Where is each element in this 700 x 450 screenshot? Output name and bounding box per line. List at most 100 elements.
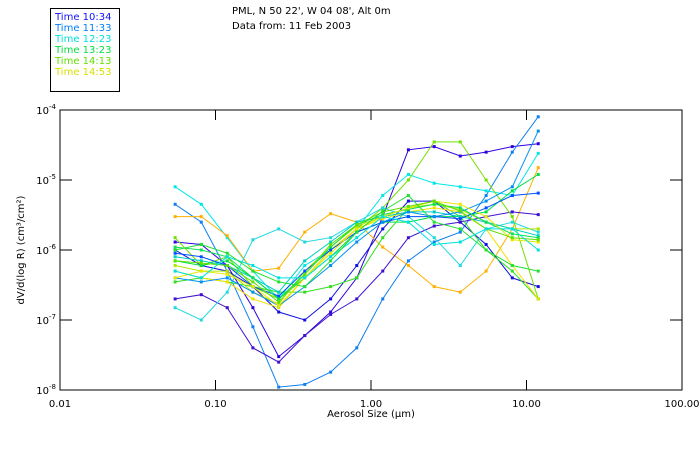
data-point <box>458 209 462 213</box>
data-point <box>432 199 436 203</box>
data-point <box>381 236 385 240</box>
data-point <box>225 290 229 294</box>
data-point <box>277 360 281 364</box>
legend-item: Time 13:23 <box>55 45 112 56</box>
data-point <box>432 145 436 149</box>
legend-item: Time 10:34 <box>55 12 112 23</box>
data-point <box>173 264 177 268</box>
data-point <box>329 212 333 216</box>
data-point <box>173 259 177 263</box>
data-point <box>355 264 359 268</box>
data-point <box>432 220 436 224</box>
data-point <box>355 220 359 224</box>
data-point <box>406 207 410 211</box>
data-point <box>484 215 488 219</box>
y-tick-label: 10-5 <box>36 173 56 187</box>
data-point <box>303 269 307 273</box>
x-tick-label: 1.00 <box>360 399 382 410</box>
data-point <box>458 230 462 234</box>
legend-item: Time 14:53 <box>55 67 112 78</box>
data-point <box>225 255 229 259</box>
data-point <box>406 259 410 263</box>
data-point <box>225 251 229 255</box>
data-point <box>536 230 540 234</box>
data-point <box>458 220 462 224</box>
data-point <box>536 236 540 240</box>
data-point <box>199 220 203 224</box>
data-point <box>536 191 540 195</box>
series-s18 <box>173 199 540 304</box>
legend-item: Time 11:33 <box>55 23 112 34</box>
data-point <box>484 199 488 203</box>
legend: Time 10:34 Time 11:33 Time 12:23 Time 13… <box>50 8 120 92</box>
data-point <box>173 202 177 206</box>
data-point <box>329 297 333 301</box>
data-point <box>329 248 333 252</box>
data-point <box>199 261 203 265</box>
data-point <box>225 259 229 263</box>
data-point <box>381 220 385 224</box>
data-point <box>536 129 540 133</box>
data-point <box>458 240 462 244</box>
data-point <box>329 310 333 314</box>
data-point <box>381 227 385 231</box>
data-point <box>199 202 203 206</box>
y-tick-label: 10-6 <box>36 243 56 257</box>
data-point <box>329 245 333 249</box>
data-point <box>303 272 307 276</box>
data-point <box>277 302 281 306</box>
data-point <box>251 238 255 242</box>
data-point <box>381 206 385 210</box>
data-point <box>355 276 359 280</box>
data-point <box>251 276 255 280</box>
data-point <box>277 290 281 294</box>
data-point <box>329 370 333 374</box>
data-point <box>225 306 229 310</box>
data-point <box>225 272 229 276</box>
data-point <box>303 230 307 234</box>
data-point <box>510 236 514 240</box>
data-point <box>406 215 410 219</box>
data-point <box>173 248 177 252</box>
data-point <box>484 269 488 273</box>
series-s20 <box>173 194 540 289</box>
series-line <box>175 130 539 307</box>
data-point <box>536 248 540 252</box>
data-point <box>510 264 514 268</box>
y-tick-label: 10-4 <box>36 103 56 117</box>
data-point <box>536 285 540 289</box>
data-point <box>251 306 255 310</box>
data-point <box>381 209 385 213</box>
data-point <box>173 280 177 284</box>
data-point <box>536 297 540 301</box>
data-point <box>251 290 255 294</box>
data-point <box>458 185 462 189</box>
data-point <box>406 264 410 268</box>
data-point <box>536 238 540 242</box>
data-point <box>303 290 307 294</box>
data-point <box>199 215 203 219</box>
data-point <box>355 297 359 301</box>
data-point <box>277 227 281 231</box>
data-point <box>329 259 333 263</box>
data-point <box>329 251 333 255</box>
data-point <box>303 334 307 338</box>
data-point <box>458 206 462 210</box>
data-point <box>510 194 514 198</box>
data-point <box>536 172 540 176</box>
data-point <box>173 306 177 310</box>
y-tick-label: 10-7 <box>36 313 56 327</box>
data-point <box>199 264 203 268</box>
data-point <box>355 240 359 244</box>
data-point <box>458 207 462 211</box>
data-point <box>510 145 514 149</box>
data-point <box>484 206 488 210</box>
data-point <box>199 293 203 297</box>
data-point <box>329 236 333 240</box>
data-point <box>329 264 333 268</box>
data-point <box>173 251 177 255</box>
data-point <box>355 223 359 227</box>
series-line <box>175 192 539 297</box>
data-point <box>329 255 333 259</box>
